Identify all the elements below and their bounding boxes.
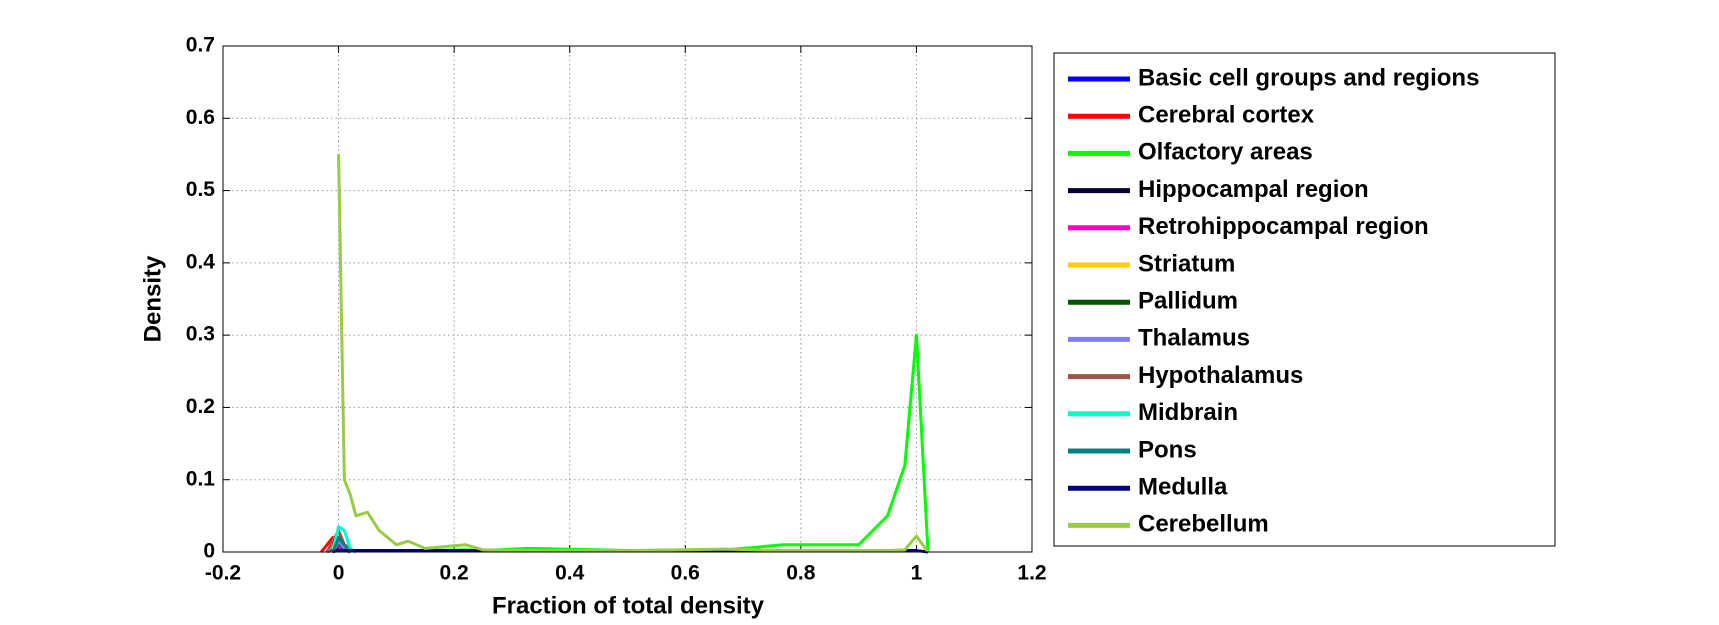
legend-label: Striatum (1138, 250, 1235, 277)
y-tick-label: 0.5 (186, 178, 216, 201)
x-tick-label: 0.8 (786, 562, 816, 585)
y-axis-title: Density (139, 255, 166, 342)
y-tick-label: 0.3 (186, 323, 215, 346)
x-tick-label: 1 (911, 562, 923, 585)
legend-label: Retrohippocampal region (1138, 213, 1429, 240)
x-tick-label: 0.6 (671, 562, 700, 585)
x-tick-label: 0.4 (555, 562, 585, 585)
y-tick-label: 0.1 (186, 467, 216, 490)
legend-label: Basic cell groups and regions (1138, 64, 1479, 91)
y-tick-label: 0.4 (186, 250, 216, 273)
x-tick-label: -0.2 (205, 562, 241, 585)
series-line (331, 536, 352, 553)
legend-label: Olfactory areas (1138, 139, 1313, 166)
legend-label: Pons (1138, 436, 1197, 463)
legend-label: Hippocampal region (1138, 176, 1369, 203)
y-tick-label: 0.7 (186, 34, 215, 57)
legend-label: Cerebral cortex (1138, 102, 1315, 129)
x-tick-label: 0.2 (440, 562, 469, 585)
y-tick-label: 0.6 (186, 106, 215, 129)
legend-label: Cerebellum (1138, 511, 1269, 538)
y-tick-label: 0 (203, 540, 215, 563)
legend-label: Thalamus (1138, 325, 1250, 352)
x-tick-label: 1.2 (1017, 562, 1046, 585)
plot-area (223, 46, 1032, 552)
legend-label: Pallidum (1138, 288, 1238, 315)
y-tick-label: 0.2 (186, 395, 215, 418)
x-tick-label: 0 (333, 562, 345, 585)
legend-label: Midbrain (1138, 399, 1238, 426)
legend-label: Hypothalamus (1138, 362, 1303, 389)
legend-box (1053, 52, 1556, 547)
x-axis-title: Fraction of total density (492, 592, 765, 619)
plot-frame (222, 45, 1033, 553)
legend-label: Medulla (1138, 474, 1228, 501)
series-line (337, 154, 930, 553)
